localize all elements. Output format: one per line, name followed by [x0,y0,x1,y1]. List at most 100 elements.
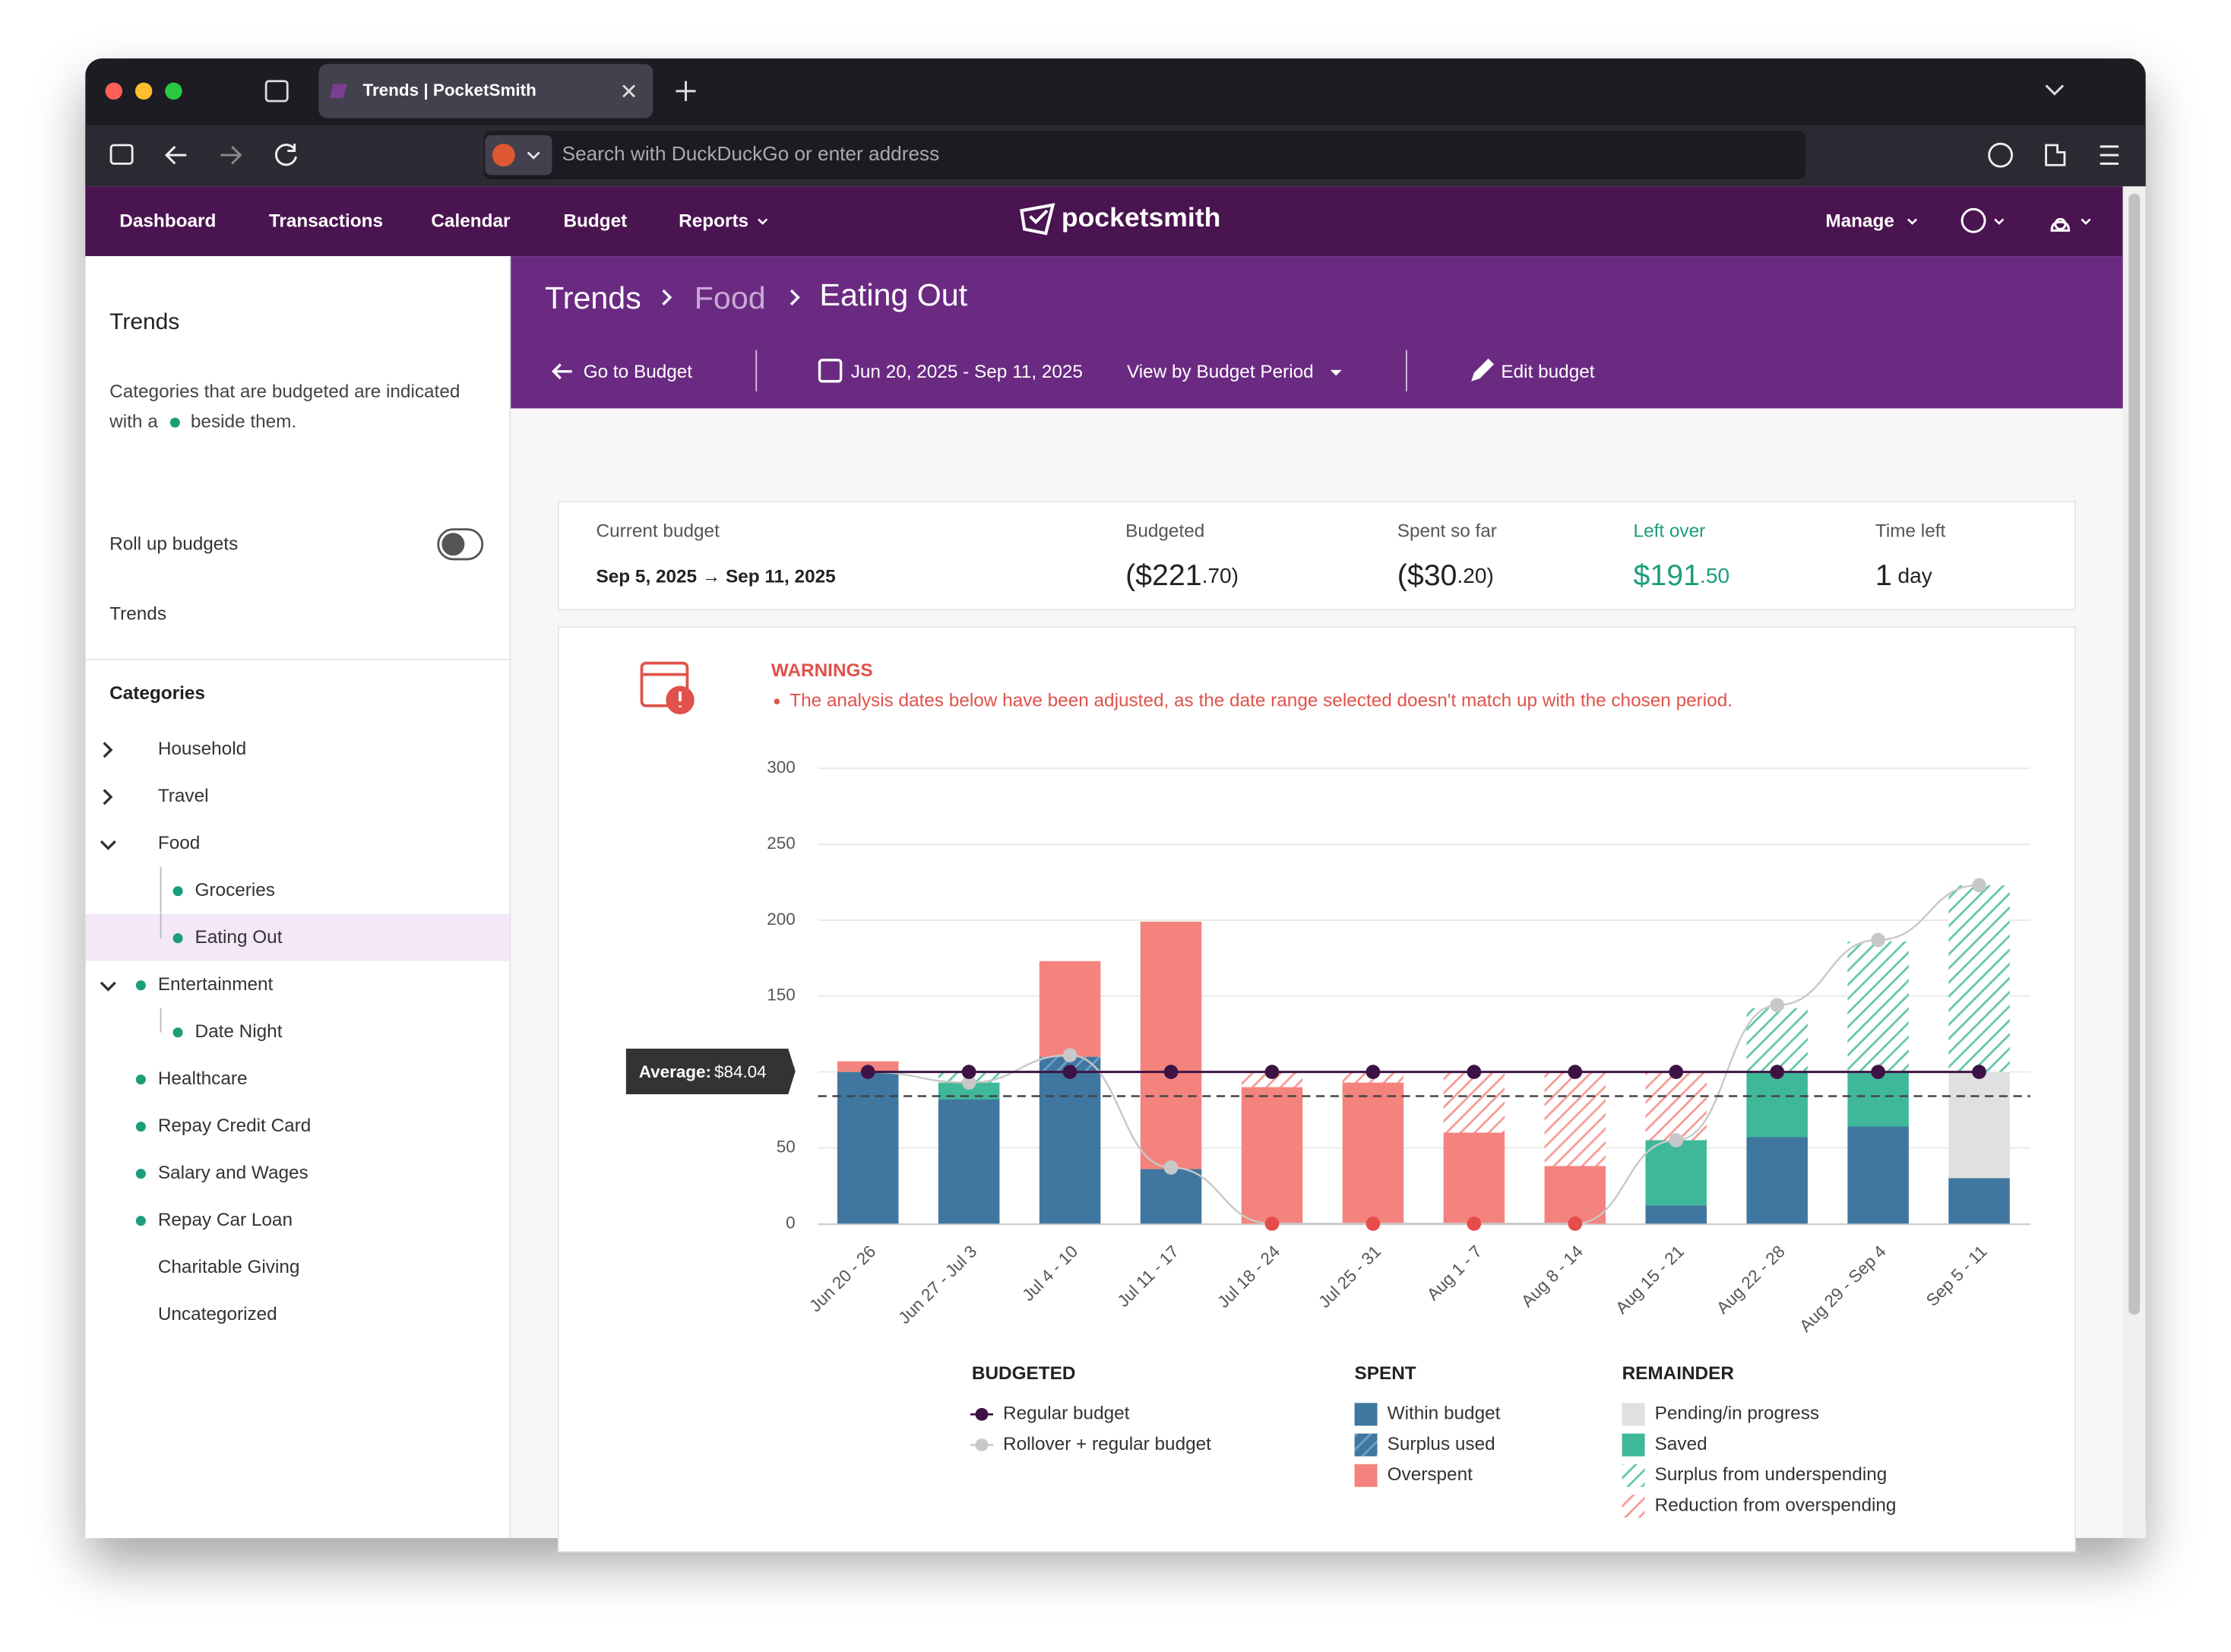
budget-dot [135,1074,146,1085]
go-to-budget[interactable]: Go to Budget [584,362,693,382]
budget-point [1163,1160,1179,1175]
bar-segment [1645,1205,1707,1224]
legend-swatch [1622,1433,1645,1457]
category-name[interactable]: Uncategorized [158,1304,277,1324]
bar-segment [1140,921,1202,1169]
summary-value: ($221.70) [1125,559,1239,593]
categories-title: Categories [109,683,205,704]
y-tick-label: 50 [777,1137,796,1156]
y-tick-label: 250 [767,834,795,853]
legend-title: REMAINDER [1622,1363,1735,1384]
nav-link[interactable]: Reports [679,211,748,232]
bar-segment [1544,1071,1606,1166]
expand-icon[interactable] [103,742,113,758]
budget-point [1669,1133,1684,1147]
dropdown-caret [1994,218,2005,225]
legend-dot [975,1407,989,1421]
nav-link[interactable]: Dashboard [119,211,216,232]
legend-title: BUDGETED [972,1363,1076,1384]
budget-point [1365,1216,1381,1231]
category-name[interactable]: Healthcare [158,1068,248,1089]
tab-close[interactable] [622,84,636,98]
breadcrumb-sep [662,289,672,305]
warning-message: The analysis dates below have been adjus… [790,691,1733,711]
budget-point [1568,1216,1583,1231]
category-name[interactable]: Repay Credit Card [158,1116,311,1136]
legend-label: Reduction from overspending [1655,1495,1897,1515]
sidebar-title: Trends [109,309,179,334]
bar-segment [938,1082,1000,1100]
view-by[interactable]: View by Budget Period [1127,362,1314,382]
warning-bullet [774,698,780,704]
expand-icon[interactable] [103,789,113,805]
category-name[interactable]: Date Night [195,1021,283,1042]
nav-link[interactable]: Transactions [269,211,383,232]
zoom-button[interactable] [165,82,182,100]
nav-link[interactable]: Calendar [431,211,511,232]
category-name[interactable]: Travel [158,786,209,806]
legend-label: Pending/in progress [1655,1404,1819,1424]
category-name[interactable]: Eating Out [195,927,283,948]
minimize-button[interactable] [134,82,153,100]
budget-point [1972,1065,1986,1079]
selected-row [85,913,510,961]
bar-segment [1443,1132,1505,1224]
budget-point [1062,1048,1078,1063]
dropdown-caret [1907,218,1918,225]
tab-overview[interactable] [264,80,289,103]
warning-icon [640,661,695,715]
date-range[interactable]: Jun 20, 2025 - Sep 11, 2025 [851,362,1083,382]
bar-segment [1241,1071,1303,1087]
extensions-icon[interactable] [2045,144,2066,166]
scrollbar-thumb[interactable] [2128,193,2141,1315]
category-name[interactable]: Household [158,739,246,759]
sidebar-toggle[interactable] [109,144,134,165]
category-name[interactable]: Charitable Giving [158,1257,300,1277]
user-icon[interactable] [2050,217,2071,232]
close-button[interactable] [105,82,123,100]
average-tooltip [625,1049,796,1094]
bar-segment [1039,1071,1101,1224]
tab-list[interactable] [2045,84,2065,96]
category-name[interactable]: Repay Car Loan [158,1210,293,1230]
back-button[interactable] [164,145,187,165]
budget-point [1669,1065,1684,1079]
breadcrumb[interactable]: Food [695,280,766,315]
budget-point [860,1065,875,1079]
brand-logo[interactable] [1020,203,1055,236]
nav-link[interactable]: Budget [563,211,627,232]
average-label: Average: [639,1062,711,1081]
forward-button[interactable] [220,145,242,165]
budget-dot [172,933,183,944]
brand-name[interactable]: pocketsmith [1062,202,1220,233]
budget-point [1062,1065,1078,1079]
category-name[interactable]: Entertainment [158,974,274,995]
menu-icon[interactable] [2100,145,2119,165]
category-name[interactable]: Food [158,833,200,853]
collapse-icon[interactable] [100,981,116,992]
sidebar-link[interactable]: Trends [109,603,166,624]
new-tab[interactable] [676,81,696,101]
account-icon[interactable] [1988,142,2014,168]
category-name[interactable]: Salary and Wages [158,1163,309,1183]
tab-favicon [330,84,347,99]
category-name[interactable]: Groceries [195,880,275,900]
address-bar[interactable] [483,131,1806,179]
summary-label: Spent so far [1397,521,1497,542]
collapse-icon[interactable] [100,840,116,850]
help-icon[interactable] [1960,207,1986,233]
edit-budget[interactable]: Edit budget [1501,362,1594,382]
bar-segment [1039,961,1101,1057]
legend-dot [975,1438,989,1451]
reload-button[interactable] [275,144,297,166]
manage-menu[interactable]: Manage [1825,211,1894,232]
dropdown-caret [1330,369,1342,376]
summary-value: 1 day [1875,559,1932,593]
active-tab[interactable] [318,64,653,119]
engine-dropdown [527,151,540,160]
bar-segment [1847,1071,1909,1127]
summary-date: Sep 5, 2025 → Sep 11, 2025 [597,567,836,587]
summary-label: Current budget [597,521,720,542]
bar-segment [938,1099,1000,1224]
budget-point [1770,1065,1785,1079]
